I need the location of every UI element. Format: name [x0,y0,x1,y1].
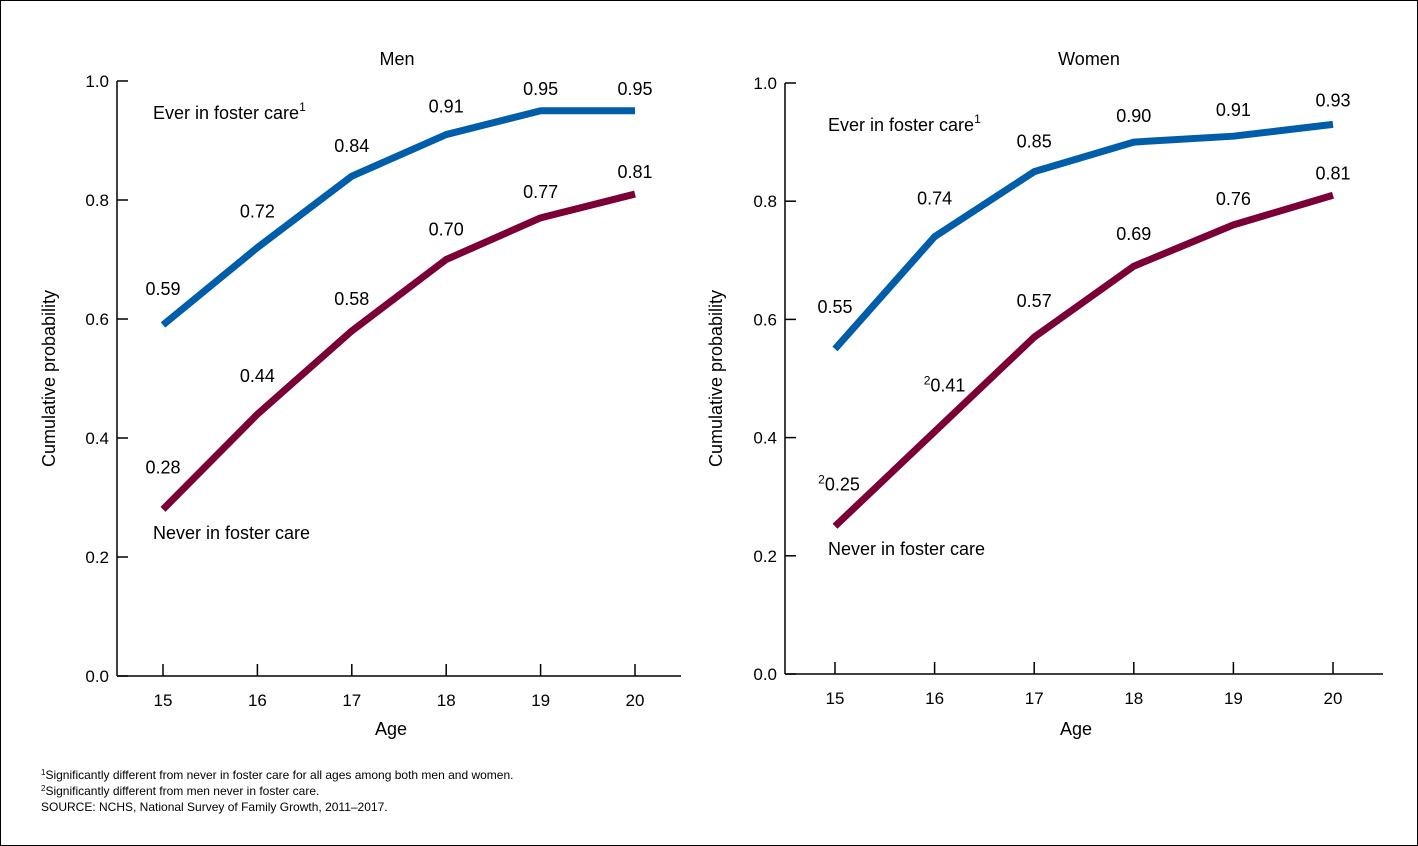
chart-area: Men 0.0 0.2 0.4 0.6 0.8 1.0 15 16 17 18 19 20 Age Cumu… [39,49,1383,739]
y-tick-label: 0.4 [85,429,109,448]
footnote-2: 2Significantly different from men never … [41,784,320,798]
footnotes: 1Significantly different from never in f… [41,767,513,815]
data-label: 0.91 [429,97,464,117]
data-label: 0.55 [817,297,852,317]
y-axis-label: Cumulative probability [706,290,726,467]
chart-title: Women [1058,49,1120,69]
data-label: 0.72 [240,202,275,222]
data-label: 0.91 [1216,100,1251,120]
data-label: 0.58 [334,289,369,309]
series-line-never-in-foster-care [832,191,1334,529]
data-label: 0.81 [1315,163,1350,183]
x-tick-label: 18 [1124,689,1143,708]
series-name-label: Ever in foster care1 [828,112,981,135]
y-axis-label: Cumulative probability [39,290,59,467]
y-tick-label: 0.4 [753,429,777,448]
x-axis-label: Age [375,719,407,739]
series-name-label: Ever in foster care1 [153,100,306,123]
footnote-1: 1Significantly different from never in f… [41,768,514,782]
data-label: 20.41 [924,374,966,396]
source-note: SOURCE: NCHS, National Survey of Family … [41,800,388,814]
data-label: 0.76 [1216,189,1251,209]
y-tick-label: 0.0 [85,667,109,686]
data-label: 0.74 [917,189,952,209]
y-tick-label: 1.0 [85,72,109,91]
x-tick-label: 17 [1025,689,1044,708]
x-axis-label: Age [1060,719,1092,739]
x-tick-label: 16 [248,691,267,710]
data-label: 0.81 [617,162,652,182]
data-label: 0.95 [523,79,558,99]
x-tick-label: 18 [437,691,456,710]
chart-panel-women: Women 0.0 0.2 0.4 0.6 0.8 1.0 15 16 17 18 19 20 Age Cu… [706,49,1383,739]
x-tick-label: 19 [1224,689,1243,708]
x-tick-label: 15 [826,689,845,708]
data-label: 0.77 [523,182,558,202]
y-tick-label: 0.8 [85,191,109,210]
chart-panel-men: Men 0.0 0.2 0.4 0.6 0.8 1.0 15 16 17 18 19 20 Age Cumu… [39,49,681,739]
x-tick-label: 17 [342,691,361,710]
data-label: 0.93 [1315,90,1350,110]
x-tick-label: 20 [626,691,645,710]
y-tick-label: 1.0 [753,74,777,93]
series-line-never-in-foster-care [160,190,636,512]
data-label: 0.28 [145,457,180,477]
y-tick-label: 0.2 [753,547,777,566]
series-line-ever-in-foster-care [832,120,1334,352]
data-label: 0.57 [1017,291,1052,311]
x-tick-label: 15 [154,691,173,710]
data-label: 0.95 [617,79,652,99]
x-tick-label: 20 [1324,689,1343,708]
x-tick-label: 16 [925,689,944,708]
data-label: 0.69 [1116,224,1151,244]
series-name-label: Never in foster care [153,523,310,543]
x-tick-label: 19 [531,691,550,710]
data-label: 20.25 [818,472,860,494]
data-label: 0.44 [240,366,275,386]
y-tick-label: 0.6 [753,310,777,329]
data-label: 0.84 [334,136,369,156]
y-tick-label: 0.6 [85,310,109,329]
series-name-label: Never in foster care [828,539,985,559]
series-line-ever-in-foster-care [160,107,635,328]
data-label: 0.59 [145,279,180,299]
data-label: 0.85 [1017,132,1052,152]
chart-title: Men [379,49,414,69]
y-tick-label: 0.2 [85,548,109,567]
data-label: 0.70 [429,220,464,240]
y-tick-label: 0.8 [753,192,777,211]
y-tick-label: 0.0 [753,665,777,684]
data-label: 0.90 [1116,106,1151,126]
